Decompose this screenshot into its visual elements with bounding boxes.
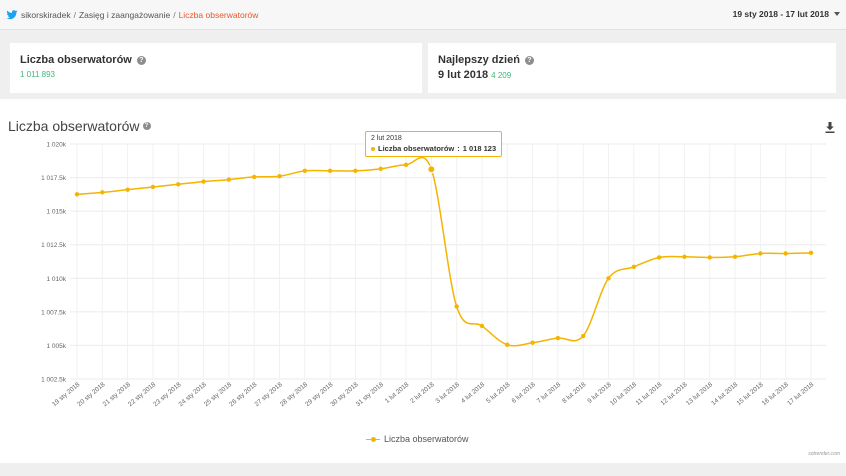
breadcrumb-section[interactable]: Zasięg i zaangażowanie	[78, 10, 171, 20]
best-day-title: Najlepszy dzień	[438, 54, 520, 66]
breadcrumb-account[interactable]: sikorskiradek	[21, 10, 71, 20]
tooltip-value: 1 018 123	[462, 144, 497, 153]
breadcrumb-separator: /	[73, 10, 76, 20]
followers-stat-value: 1 011 893	[20, 70, 55, 79]
followers-stat-card: Liczba obserwatorów ? 1 011 893	[10, 43, 422, 93]
best-day-value-row: 9 lut 2018 4 209	[438, 69, 826, 81]
breadcrumb: sikorskiradek / Zasięg i zaangażowanie /…	[6, 9, 258, 21]
legend-item[interactable]: Liczba obserwatorów	[366, 434, 469, 444]
chart-tooltip: 2 lut 2018 Liczba obserwatorów: 1 018 12…	[365, 131, 503, 157]
top-bar: sikorskiradek / Zasięg i zaangażowanie /…	[0, 0, 846, 30]
help-icon[interactable]: ?	[524, 55, 534, 65]
tooltip-date: 2 lut 2018	[371, 135, 402, 142]
best-day-stat-card: Najlepszy dzień ? 9 lut 2018 4 209	[428, 43, 836, 93]
legend-label: Liczba obserwatorów	[384, 434, 469, 444]
tooltip-series-name: Liczba obserwatorów	[378, 144, 455, 153]
followers-stat-title-row: Liczba obserwatorów ?	[20, 54, 412, 66]
date-range-picker[interactable]: 19 sty 2018 - 17 lut 2018	[733, 9, 840, 19]
help-icon[interactable]: ?	[136, 55, 146, 65]
tooltip-row: Liczba obserwatorów: 1 018 123	[371, 144, 496, 153]
breadcrumb-separator: /	[173, 10, 176, 20]
best-day-date: 9 lut 2018	[438, 69, 489, 81]
legend-swatch	[366, 435, 380, 443]
tooltip-colon: :	[457, 144, 460, 153]
best-day-count: 4 209	[491, 71, 512, 80]
best-day-title-row: Najlepszy dzień ?	[438, 54, 826, 66]
breadcrumb-current: Liczba obserwatorów	[178, 10, 259, 20]
chart-credit[interactable]: sotrender.com	[808, 451, 840, 457]
twitter-icon	[6, 10, 18, 20]
followers-stat-title: Liczba obserwatorów	[20, 54, 132, 66]
date-range-label: 19 sty 2018 - 17 lut 2018	[732, 9, 829, 19]
chevron-down-icon	[834, 12, 840, 16]
chart-title: Liczba obserwatorów	[8, 118, 140, 134]
download-icon[interactable]	[825, 122, 835, 133]
help-icon[interactable]: ?	[142, 122, 151, 130]
tooltip-series-marker	[371, 146, 375, 151]
chart-title-row: Liczba obserwatorów ?	[8, 118, 151, 134]
